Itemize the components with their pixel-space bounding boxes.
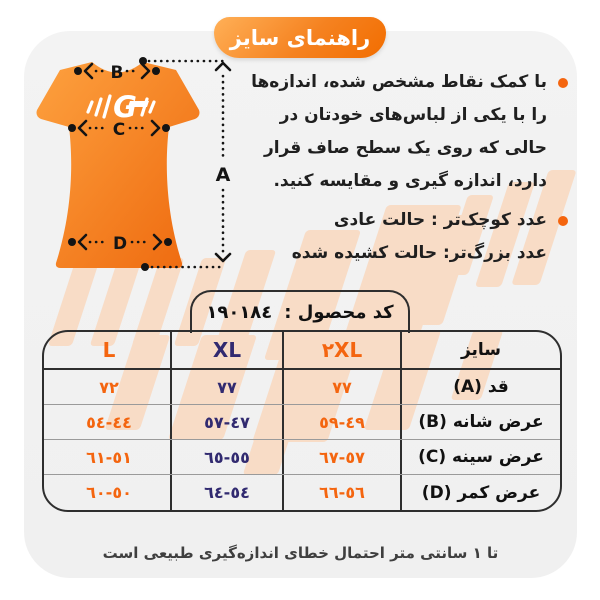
row-label: عرض سینه (C) <box>400 440 560 474</box>
measure-label-b: B <box>111 63 124 83</box>
table-row-shoulder-b: عرض شانه (B) ٤٩-٥٩ ٤٧-٥٧ ٤٤-٥٤ <box>44 405 560 440</box>
measurement-tolerance-note: تا ۱ سانتی متر احتمال خطای اندازه‌گیری ط… <box>102 544 499 562</box>
badge-label: راهنمای سایز <box>229 25 371 50</box>
cell-xl: ٤٧-٥٧ <box>170 405 282 439</box>
header-xl: XL <box>170 332 282 368</box>
measure-label-c: C <box>113 120 125 140</box>
cell-l: ٥٠-٦٠ <box>86 483 132 502</box>
measure-label-a: A <box>216 164 231 186</box>
cell-xl: ٥٥-٦٥ <box>170 440 282 474</box>
table-row-waist-d: عرض کمر (D) ٥٦-٦٦ ٥٤-٦٤ ٥٠-٦٠ <box>44 475 560 510</box>
size-table: سایز ٢XL XL L قد (A) ٧٧ ٧٧ ٧٢ عرض شانه (… <box>42 330 562 512</box>
cell-l: ٥١-٦١ <box>86 447 132 467</box>
smaller-number-note: عدد کوچک‌تر : حالت عادی <box>333 210 547 230</box>
cell-2xl: ٤٩-٥٩ <box>282 405 400 439</box>
measurement-endpoint-dots <box>68 57 172 271</box>
bullet-dot-icon <box>558 216 568 226</box>
cell-xl: ٧٧ <box>170 370 282 404</box>
product-code-pill: کد محصول : ١٩٠١٨٤ <box>190 290 410 333</box>
product-code-label: کد محصول : <box>284 302 394 323</box>
cell-2xl: ٧٧ <box>282 370 400 404</box>
tshirt-measurement-diagram: G <box>36 57 232 271</box>
header-l: L <box>102 338 116 362</box>
instruction-bullet-2: عدد کوچک‌تر : حالت عادی <box>250 204 568 237</box>
svg-text:G: G <box>113 90 137 124</box>
bigger-number-note: عدد بزرگ‌تر: حالت کشیده شده <box>291 243 547 263</box>
table-row-height-a: قد (A) ٧٧ ٧٧ ٧٢ <box>44 370 560 405</box>
table-row-chest-c: عرض سینه (C) ٥٧-٦٧ ٥٥-٦٥ ٥١-٦١ <box>44 440 560 475</box>
cell-l: ٤٤-٥٤ <box>86 412 132 432</box>
g-dumbbell-logo-icon: G <box>86 90 156 124</box>
header-2xl: ٢XL <box>282 332 400 368</box>
cell-xl: ٥٤-٦٤ <box>170 475 282 510</box>
measurement-arrows <box>77 59 232 269</box>
cell-l: ٧٢ <box>99 377 119 397</box>
instruction-bullet-1: با کمک نقاط مشخص شده، اندازه‌ها را با یک… <box>250 66 568 198</box>
measure-label-d: D <box>113 234 127 254</box>
row-label: قد (A) <box>400 370 560 404</box>
header-size-column: سایز <box>400 332 560 368</box>
product-code-value: ١٩٠١٨٤ <box>206 302 273 323</box>
tshirt-shape: G <box>36 62 200 268</box>
cell-2xl: ٥٦-٦٦ <box>282 475 400 510</box>
row-label: عرض کمر (D) <box>400 475 560 510</box>
cell-2xl: ٥٧-٦٧ <box>282 440 400 474</box>
size-guide-title-badge: راهنمای سایز <box>214 17 386 58</box>
size-table-header-row: سایز ٢XL XL L <box>44 332 560 370</box>
instructions-block: با کمک نقاط مشخص شده، اندازه‌ها را با یک… <box>250 66 568 270</box>
bullet-dot-icon <box>558 78 568 88</box>
row-label: عرض شانه (B) <box>400 405 560 439</box>
instruction-paragraph: با کمک نقاط مشخص شده، اندازه‌ها را با یک… <box>251 72 547 191</box>
